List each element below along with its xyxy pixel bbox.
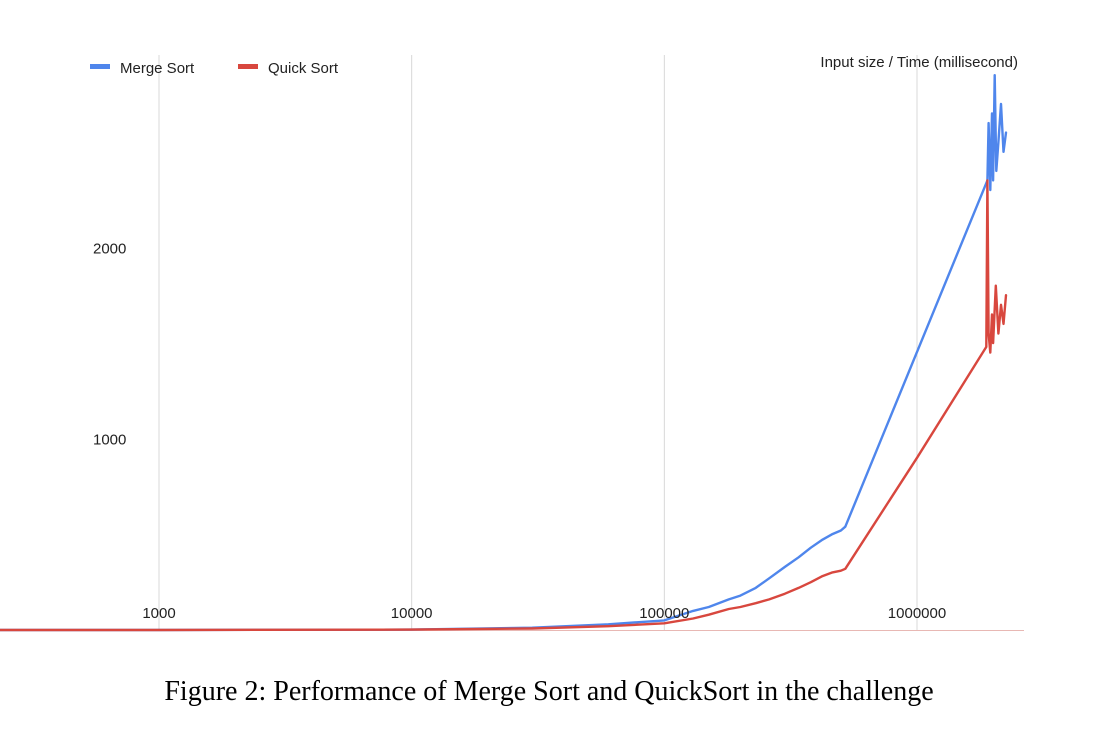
x-tick-label-1000: 1000 xyxy=(142,605,175,622)
series-lines xyxy=(0,74,1008,632)
y-tick-labels: 1000 2000 xyxy=(93,240,126,448)
legend-swatch-merge-sort xyxy=(90,64,110,69)
x-tick-label-1000000: 1000000 xyxy=(888,605,946,622)
chart-title: Input size / Time (millisecond) xyxy=(820,54,1018,71)
y-tick-label-2000: 2000 xyxy=(93,240,126,257)
series-line-merge-sort xyxy=(0,74,1008,632)
legend-label-merge-sort: Merge Sort xyxy=(120,60,195,77)
legend-label-quick-sort: Quick Sort xyxy=(268,60,339,77)
x-tick-label-100000: 100000 xyxy=(639,605,689,622)
y-tick-label-1000: 1000 xyxy=(93,432,126,449)
series-line-quick-sort xyxy=(0,179,1008,632)
figure-caption: Figure 2: Performance of Merge Sort and … xyxy=(164,676,934,707)
x-tick-labels: 1000 10000 100000 1000000 xyxy=(142,605,946,622)
legend-swatch-quick-sort xyxy=(238,64,258,69)
chart-legend: Merge Sort Quick Sort xyxy=(90,60,339,77)
vertical-gridlines xyxy=(84,55,1024,631)
performance-chart: 1000 2000 1000 10000 100000 1000000 Merge So… xyxy=(0,54,1024,632)
x-tick-label-10000: 10000 xyxy=(391,605,433,622)
